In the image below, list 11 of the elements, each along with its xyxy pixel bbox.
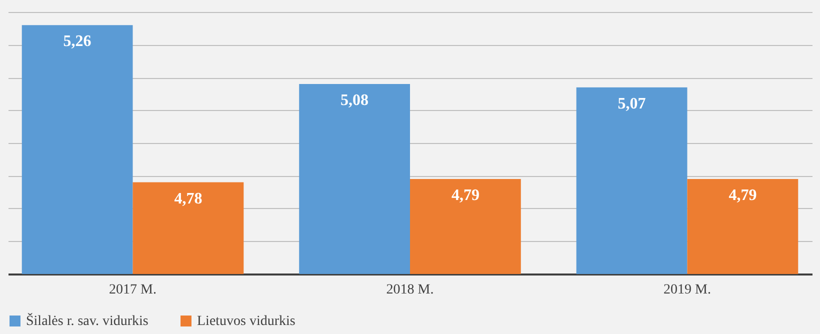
data-label: 4,79	[451, 187, 480, 204]
x-tick-label: 2019 M.	[664, 282, 711, 298]
data-label: 5,08	[340, 92, 369, 110]
data-label: 4,79	[728, 187, 757, 204]
data-label: 4,78	[174, 190, 202, 208]
x-tick-label: 2018 M.	[386, 282, 434, 298]
data-label: 5,26	[63, 33, 92, 50]
data-label: 5,07	[618, 95, 646, 112]
legend-label: Lietuvos vidurkis	[197, 314, 296, 329]
legend-label: Šilalės r. sav. vidurkis	[26, 312, 148, 329]
x-tick-label: 2017 M.	[109, 282, 156, 298]
